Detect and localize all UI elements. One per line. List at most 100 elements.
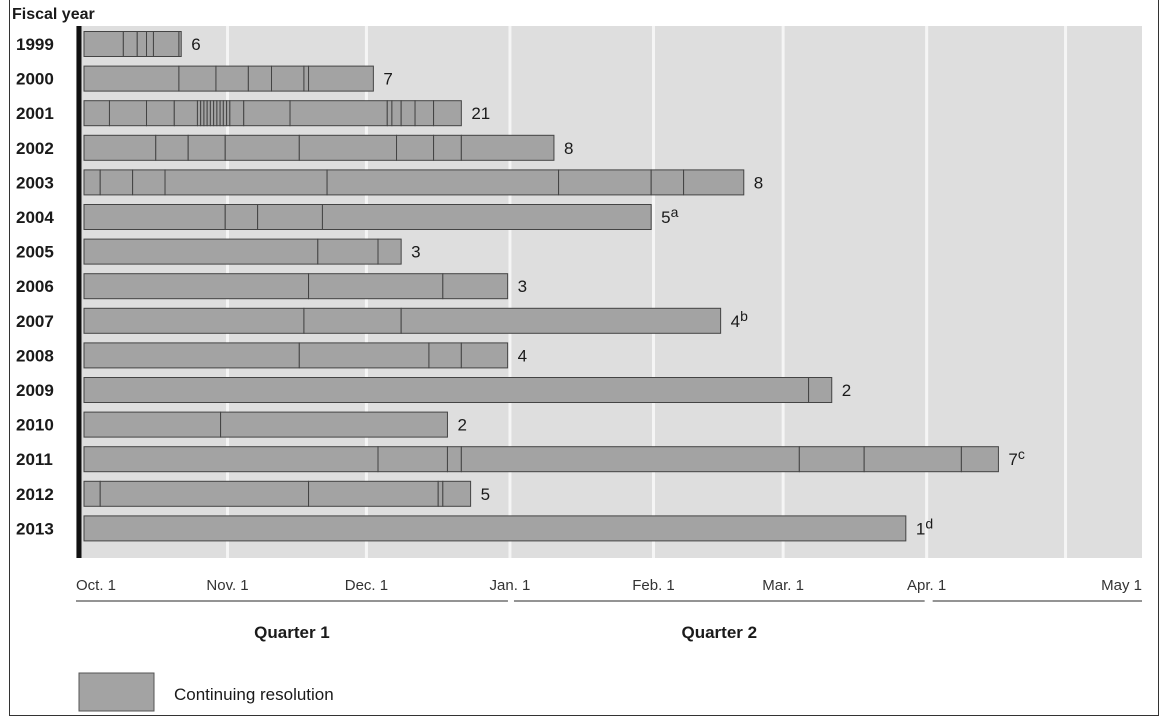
cr-segment [308,273,444,300]
cr-segment [247,65,273,92]
cr-segment [437,480,444,507]
cr-segment [460,134,555,161]
cr-segment [83,238,319,265]
cr-segment [400,307,722,334]
x-tick-label: Mar. 1 [762,577,804,594]
bar-footnote-label: a [671,204,679,220]
cr-segment [298,342,430,369]
cr-segment [396,134,435,161]
legend: Continuing resolution [78,672,334,712]
cr-segment [308,65,374,92]
cr-segment [442,480,472,507]
cr-segment [108,100,148,127]
cr-segment [220,411,448,438]
year-row-2013: 2013 1 d [16,515,933,542]
y-tick-label: 2003 [16,173,54,192]
x-tick-label: Nov. 1 [206,577,248,594]
cr-segment [257,204,323,230]
y-tick-label: 2006 [16,277,54,296]
cr-segment [155,134,189,161]
quarter-label: Quarter 1 [254,623,330,642]
cr-segment [428,342,462,369]
cr-segment [224,134,300,161]
cr-segment [187,134,226,161]
x-tick-label: Dec. 1 [345,577,388,594]
bar-count-label: 7 [1008,450,1017,469]
cr-segment [136,31,148,57]
cr-segment [298,134,398,161]
cr-segment [446,446,462,473]
x-tick-label: May 1 [1101,577,1142,594]
bar-footnote-label: d [925,515,933,531]
y-tick-label: 2005 [16,243,54,262]
cr-segment [146,100,175,127]
y-tick-label: 2012 [16,485,54,504]
quarters: Quarter 1 Quarter 2 [76,600,1142,642]
cr-segment [558,169,652,196]
cr-segment [386,100,393,127]
year-row-2007: 2007 4 b [16,307,748,334]
cr-segment [178,31,182,57]
cr-segment [377,446,448,473]
x-tick-label: Oct. 1 [76,577,116,594]
cr-segment [224,204,259,230]
y-tick-label: 2002 [16,139,54,158]
cr-segment [391,100,402,127]
cr-segment [152,31,180,57]
bar-count-label: 2 [457,416,466,435]
y-tick-label: 2000 [16,70,54,89]
year-row-2011: 2011 7 c [16,446,1025,473]
cr-segment [321,204,652,230]
cr-segment [433,100,462,127]
cr-segment [83,100,110,127]
cr-segment [83,446,379,473]
cr-segment [83,515,907,542]
cr-segment [798,446,865,473]
cr-segment [164,169,328,196]
cr-segment [243,100,291,127]
cr-segment [146,31,154,57]
y-tick-label: 2011 [16,450,53,469]
y-tick-label: 2009 [16,381,54,400]
year-row-2001: 2001 21 [16,100,490,127]
cr-segment [83,480,101,507]
year-row-2004: 2004 5 a [16,204,679,230]
cr-segment [442,273,509,300]
legend-label: Continuing resolution [174,685,334,704]
x-tick-label: Jan. 1 [490,577,531,594]
cr-segment [122,31,138,57]
cr-segment [83,377,810,403]
x-tick-label: Feb. 1 [632,577,675,594]
year-row-2012: 2012 5 [16,480,490,507]
year-row-2008: 2008 4 [16,342,527,369]
legend-swatch [78,672,155,712]
bar-count-label: 3 [518,277,527,296]
year-row-2006: 2006 3 [16,273,527,300]
cr-segment [303,65,310,92]
bar-count-label: 1 [916,519,925,538]
cr-segment [83,411,222,438]
cr-segment [178,65,217,92]
bar-count-label: 7 [383,70,392,89]
chart-frame [9,0,1159,716]
y-tick-label: 1999 [16,35,54,54]
y-tick-label: 2004 [16,208,54,227]
year-row-2002: 2002 8 [16,134,573,161]
cr-segment [99,480,310,507]
y-tick-label: 2008 [16,346,54,365]
y-tick-label: 2001 [16,104,54,123]
cr-segment [83,134,157,161]
cr-segment [317,238,379,265]
year-row-2000: 2000 7 [16,65,393,92]
cr-segment [308,480,439,507]
y-axis-title: Fiscal year [12,6,95,23]
bar-count-label: 5 [661,208,670,227]
year-row-2005: 2005 3 [16,238,421,265]
bar-count-label: 8 [564,139,573,158]
cr-segment [83,342,300,369]
y-tick-label: 2007 [16,312,54,331]
cr-segment [271,65,305,92]
cr-segment [83,169,101,196]
cr-segment [650,169,685,196]
